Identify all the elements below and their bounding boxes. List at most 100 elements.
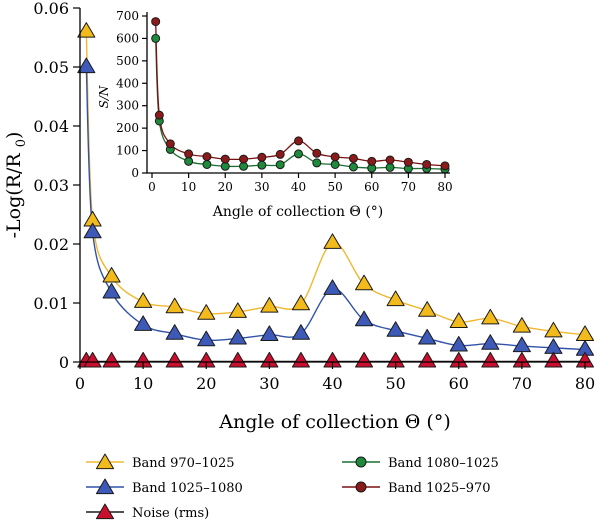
main-x-tick-label: 70 (512, 374, 532, 393)
inset-x-tick-label: 50 (327, 180, 342, 194)
main-series-1-point (512, 336, 531, 353)
main-series-2-point (228, 351, 247, 368)
inset-series-1-point (220, 154, 230, 164)
main-series-1-point (134, 315, 153, 331)
main-series-0-point (386, 290, 405, 307)
main-y-axis-label-subscript: 0 (14, 139, 29, 147)
inset-y-tick-label: 500 (116, 54, 139, 68)
inset-series-1-point (165, 139, 175, 149)
inset-series-1-point (294, 136, 303, 146)
inset-series-1-point (202, 152, 212, 162)
main-x-tick-label: 50 (385, 374, 405, 393)
main-y-axis-label-end: ) (3, 132, 25, 139)
main-series-0-point (449, 312, 468, 328)
inset-series-0-point (294, 149, 303, 159)
main-series-2-point (481, 351, 500, 368)
main-x-tick-label: 0 (75, 374, 85, 393)
legend-marker (355, 481, 367, 493)
main-series-2-point (102, 351, 121, 368)
main-series-1-point (323, 279, 342, 295)
main-y-tick-label: 0 (59, 353, 69, 372)
main-y-tick-label: 0.04 (33, 117, 69, 136)
main-series-1-point (481, 334, 500, 350)
main-series-0-point (418, 301, 437, 317)
inset-series-1-point (348, 153, 358, 163)
main-series-0-point (544, 321, 563, 338)
inset-x-tick-label: 10 (181, 180, 196, 194)
main-series-1-point (355, 310, 374, 327)
inset-series-1-point (385, 155, 395, 165)
inset-y-tick-label: 700 (116, 9, 139, 23)
main-series-0-point (481, 308, 500, 325)
inset-y-tick-label: 300 (116, 99, 139, 113)
main-x-tick-label: 60 (449, 374, 469, 393)
main-plot (77, 22, 595, 368)
main-series-0-point (134, 292, 153, 308)
main-series-1-point (418, 328, 437, 345)
main-series-1-point (77, 57, 96, 74)
inset-series-1-point (330, 152, 340, 162)
main-x-tick-label: 20 (196, 374, 216, 393)
inset-series-1-point (275, 149, 285, 159)
inset-series-1-point (239, 154, 249, 164)
inset-series-0-point (330, 159, 340, 169)
main-series-2-point (544, 351, 563, 368)
main-series-0-point (197, 304, 216, 320)
inset-series-1-point (154, 110, 164, 120)
inset-x-tick-label: 70 (401, 180, 416, 194)
main-x-tick-label: 30 (259, 374, 279, 393)
main-series-0-point (228, 302, 247, 318)
main-series-2-point (83, 351, 102, 368)
inset-y-tick-label: 100 (116, 144, 139, 158)
inset-series-0-point (202, 159, 212, 169)
main-y-axis-label: -Log(R/R 0) (3, 132, 29, 239)
inset-x-tick-label: 60 (364, 180, 379, 194)
inset-y-tick-label: 0 (131, 166, 139, 180)
inset-series-1-point (422, 159, 432, 169)
inset-series-0-point (385, 162, 395, 172)
inset-series-1-point (312, 148, 322, 158)
inset-x-tick-label: 30 (254, 180, 269, 194)
inset-series-0-point (312, 158, 322, 168)
legend-marker (95, 453, 115, 470)
legend-label: Band 1080–1025 (388, 456, 499, 471)
main-x-tick-label: 80 (575, 374, 595, 393)
main-series-2-point (291, 351, 310, 368)
main-ticks: 0 10 20 30 40 50 60 70 80 0 0.01 0.02 0.03 0.04 0.05 0.… (33, 0, 595, 393)
main-series-0-point (355, 274, 374, 291)
inset-ticks: 0 10 20 30 40 50 60 70 80 0 100 200 300 400 500 600 700 (116, 9, 453, 194)
main-y-tick-label: 0.06 (33, 0, 69, 18)
main-series-1-point (197, 330, 216, 347)
main-series-1-point (449, 335, 468, 352)
main-series-0-point (291, 294, 310, 311)
inset-series-0-point (257, 160, 267, 170)
inset-series-1-point (367, 156, 377, 166)
main-y-tick-label: 0.05 (33, 58, 69, 77)
main-series-1-point (228, 328, 247, 345)
inset-x-tick-label: 0 (148, 180, 156, 194)
legend: Band 970–1025 Band 1025–1080 Noise (rms) Ba… (86, 453, 499, 521)
main-series-1-point (291, 324, 310, 340)
main-series-0-point (77, 22, 96, 38)
main-series-0-point (323, 233, 342, 249)
inset-series-0-point (275, 160, 285, 170)
main-series-1-point (102, 282, 121, 299)
main-y-axis-label-text: -Log(R/R (3, 153, 25, 239)
inset-y-axis-label: S/N (97, 85, 111, 108)
legend-label: Noise (rms) (132, 506, 209, 521)
legend-marker (355, 456, 367, 468)
main-series-1-point (544, 338, 563, 354)
inset-series-1-point (151, 17, 161, 27)
inset-series-1-point (184, 149, 194, 159)
inset-series-0-point (348, 162, 358, 172)
main-y-tick-label: 0.03 (33, 176, 69, 195)
inset-series-1-point (403, 157, 413, 167)
main-series-2-point (165, 351, 184, 368)
main-series-1-point (260, 325, 279, 341)
inset-y-tick-label: 600 (116, 31, 139, 45)
inset-y-tick-label: 200 (116, 121, 139, 135)
main-series-1-point (83, 222, 102, 239)
inset-y-tick-label: 400 (116, 76, 139, 90)
main-series-0-point (102, 266, 121, 283)
